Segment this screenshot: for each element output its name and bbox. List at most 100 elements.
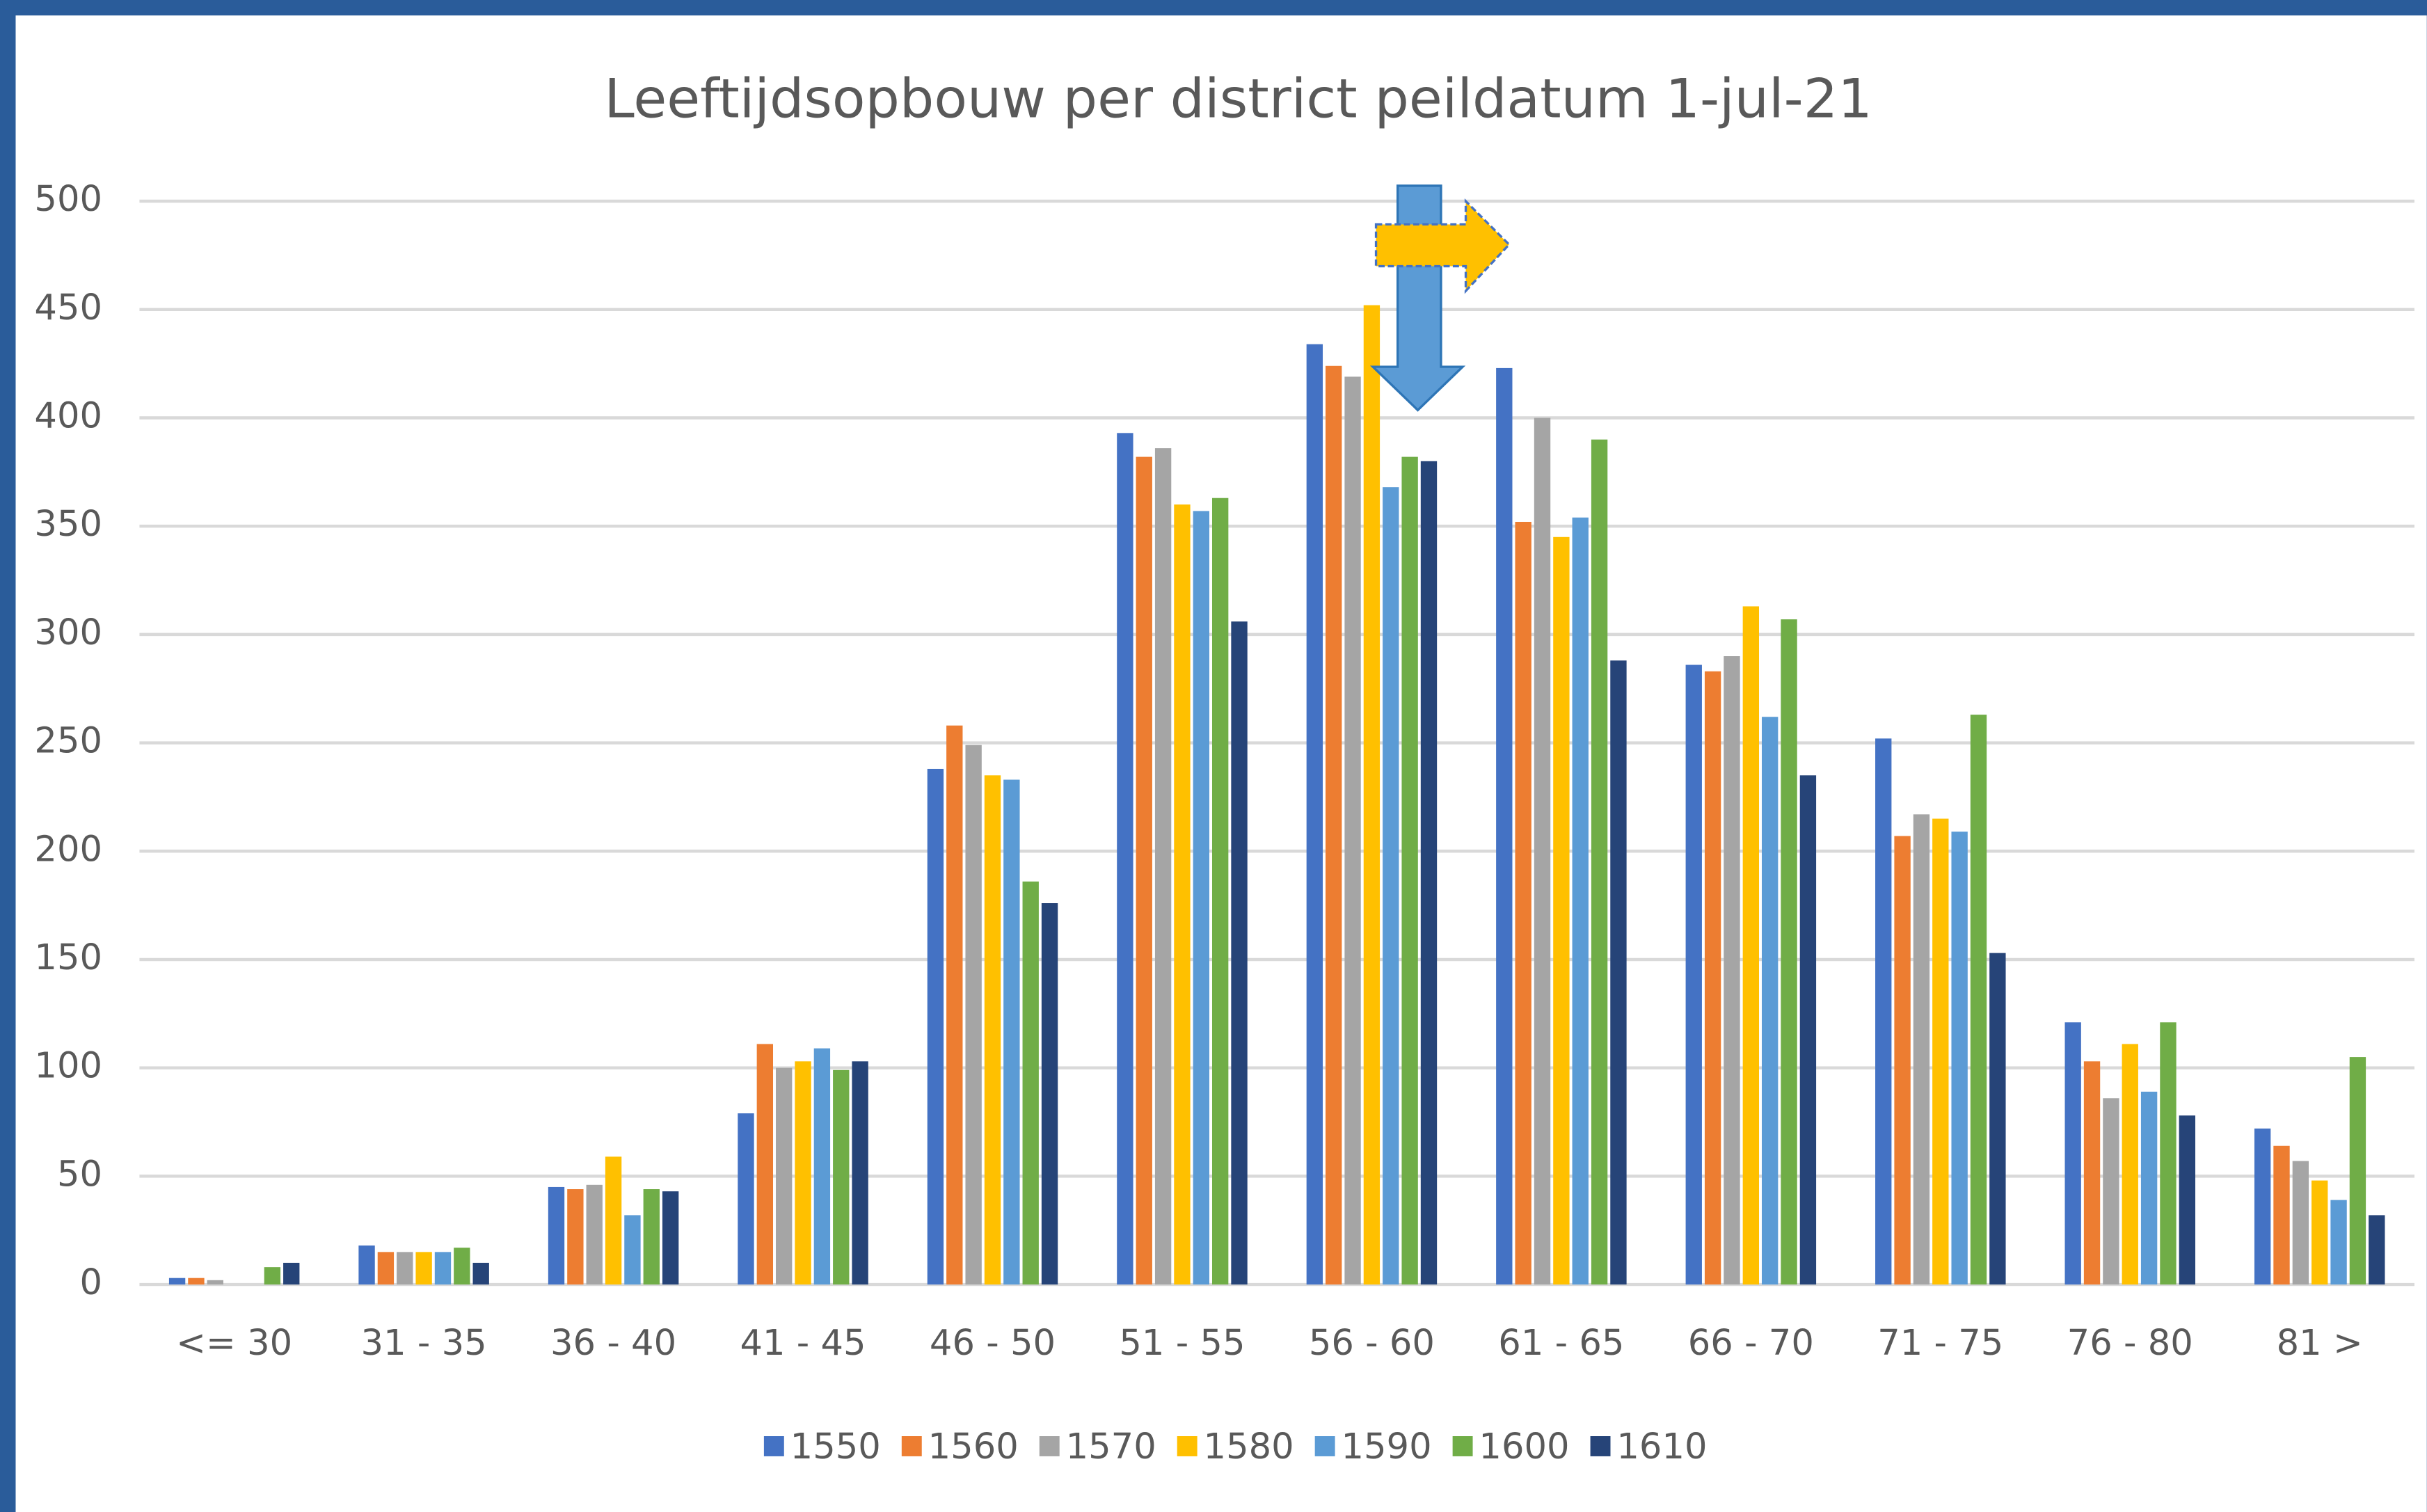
bar: [2311, 1180, 2328, 1285]
bar: [984, 775, 1001, 1285]
x-tick-label: 66 - 70: [1688, 1323, 1814, 1364]
bar: [472, 1262, 489, 1285]
y-tick-label: 100: [34, 1046, 102, 1087]
bar: [2103, 1098, 2119, 1285]
bar: [2292, 1161, 2309, 1285]
bar: [1136, 456, 1152, 1285]
bar: [2349, 1057, 2366, 1285]
bar: [586, 1184, 603, 1285]
bar: [1420, 461, 1438, 1285]
legend-swatch: [763, 1436, 784, 1456]
bar: [1041, 903, 1058, 1285]
bar: [624, 1215, 641, 1285]
legend-label: 1590: [1341, 1426, 1431, 1467]
legend-swatch: [1039, 1436, 1060, 1456]
legend-swatch: [901, 1436, 922, 1456]
bar: [283, 1262, 300, 1285]
legend-label: 1560: [928, 1426, 1019, 1467]
bar: [795, 1061, 811, 1285]
bar: [1875, 738, 1892, 1285]
y-tick-label: 500: [34, 179, 102, 220]
bar: [1363, 305, 1380, 1285]
bars: [168, 305, 2385, 1285]
bar: [776, 1067, 793, 1285]
bar: [662, 1191, 679, 1285]
x-tick-label: 81 >: [2277, 1323, 2363, 1364]
bar: [454, 1248, 470, 1285]
bar: [1704, 671, 1721, 1285]
bar: [1231, 621, 1248, 1285]
bar: [1344, 376, 1361, 1285]
bar: [377, 1252, 395, 1285]
x-tick-label: 51 - 55: [1119, 1323, 1245, 1364]
bar: [1193, 511, 1209, 1285]
bar: [548, 1186, 565, 1285]
bar: [643, 1189, 660, 1285]
bar: [1174, 504, 1191, 1285]
bar: [1894, 836, 1911, 1285]
bar: [415, 1252, 432, 1285]
bar: [1951, 831, 1968, 1285]
legend-label: 1610: [1616, 1426, 1707, 1467]
bar: [2160, 1022, 2177, 1285]
bar: [1553, 536, 1570, 1285]
bar: [605, 1156, 622, 1285]
bar: [813, 1048, 831, 1285]
bar: [1572, 517, 1589, 1285]
bar: [1799, 775, 1817, 1285]
right-arrow: [1374, 198, 1511, 294]
bar: [567, 1189, 584, 1285]
legend-swatch: [1177, 1436, 1197, 1456]
bar: [1724, 656, 1740, 1285]
bar: [1762, 717, 1779, 1285]
bar: [1970, 715, 1987, 1285]
x-tick-label: 71 - 75: [1877, 1323, 2003, 1364]
bar: [1022, 881, 1039, 1285]
bar: [2273, 1145, 2290, 1285]
grid: 0 50 100 150 200 250 300 350 400 450 500: [34, 179, 2414, 1303]
bar: [207, 1280, 223, 1285]
legend-swatch: [1590, 1436, 1611, 1456]
bar: [946, 725, 963, 1285]
x-tick-label: 56 - 60: [1309, 1323, 1435, 1364]
bar: [1913, 814, 1930, 1285]
bar: [965, 745, 982, 1285]
bar: [1326, 365, 1342, 1285]
bar: [1989, 953, 2006, 1285]
bar: [2083, 1061, 2101, 1285]
legend-swatch: [1452, 1436, 1473, 1456]
bar: [1742, 606, 1760, 1285]
bar: [1932, 818, 1949, 1285]
x-tick-label: 41 - 45: [740, 1323, 866, 1364]
bar: [434, 1252, 452, 1285]
y-tick-label: 50: [57, 1154, 102, 1195]
bar: [1610, 660, 1627, 1285]
bar: [1496, 367, 1513, 1285]
x-tick-label: 61 - 65: [1498, 1323, 1624, 1364]
bar: [358, 1246, 375, 1285]
chart-title: Leeftijdsopbouw per district peildatum 1…: [604, 67, 1872, 130]
y-tick-label: 400: [34, 396, 102, 437]
bar: [756, 1044, 774, 1285]
bar: [397, 1252, 413, 1285]
bar: [1685, 665, 1702, 1285]
bar: [2330, 1200, 2347, 1285]
bar: [2064, 1022, 2081, 1285]
bar: [1003, 779, 1020, 1285]
bar: [1383, 487, 1399, 1285]
bar: [1781, 619, 1797, 1285]
bar: [1401, 456, 1418, 1285]
y-tick-label: 300: [34, 612, 102, 653]
bar: [2140, 1091, 2158, 1285]
bar: [2254, 1128, 2271, 1285]
y-tick-label: 250: [34, 721, 102, 762]
bar: [1306, 344, 1323, 1285]
y-tick-label: 450: [34, 287, 102, 328]
bar: [2369, 1215, 2385, 1285]
bar: [2179, 1115, 2196, 1285]
bar: [852, 1061, 868, 1285]
x-tick-label: 76 - 80: [2067, 1323, 2193, 1364]
y-tick-label: 350: [34, 504, 102, 545]
